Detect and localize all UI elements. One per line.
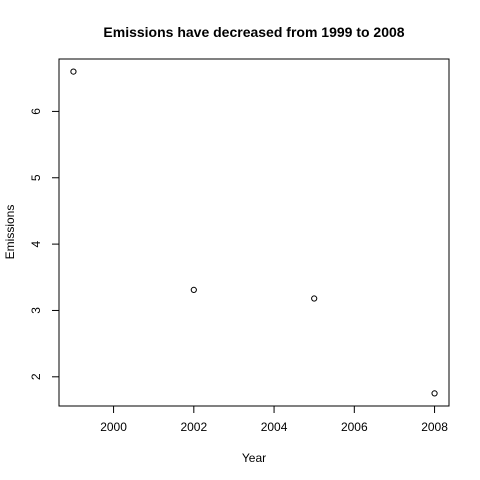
plot-frame: [58, 58, 450, 407]
data-point-2002: [190, 286, 197, 293]
y-axis: 2 3 4 5 6: [29, 108, 60, 380]
y-tick-label-4: 4: [29, 240, 43, 247]
data-point-2005: [311, 295, 318, 302]
x-tick-label-2002: 2002: [180, 420, 207, 434]
y-tick-label-2: 2: [29, 373, 43, 380]
y-tick-label-5: 5: [29, 174, 43, 181]
x-tick-label-2004: 2004: [261, 420, 288, 434]
y-axis-label: Emissions: [3, 205, 17, 260]
y-tick-label-6: 6: [29, 108, 43, 115]
x-tick-label-2000: 2000: [100, 420, 127, 434]
data-points: [70, 68, 438, 397]
x-tick-label-2006: 2006: [341, 420, 368, 434]
data-point-2008: [431, 390, 438, 397]
x-axis-label: Year: [242, 451, 266, 465]
chart-title: Emissions have decreased from 1999 to 20…: [103, 24, 404, 40]
x-axis: 2000 2002 2004 2006 2008: [100, 405, 448, 434]
x-tick-label-2008: 2008: [421, 420, 448, 434]
y-tick-label-3: 3: [29, 307, 43, 314]
data-point-1999: [70, 68, 77, 75]
